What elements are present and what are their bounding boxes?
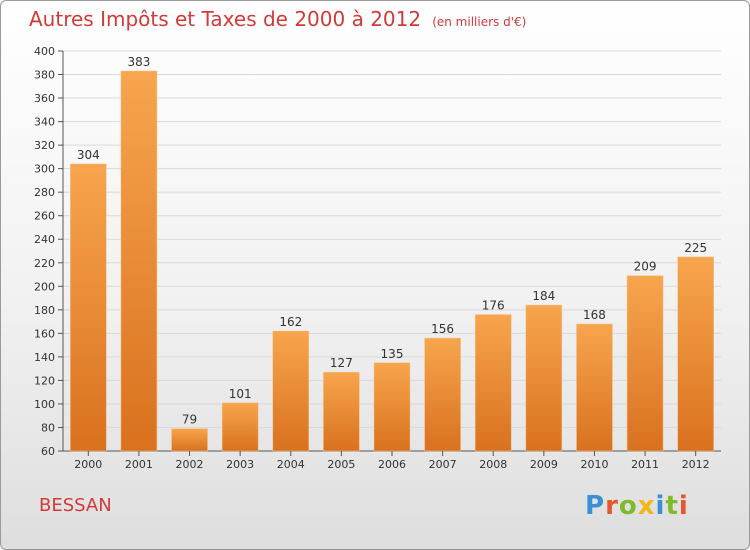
y-tick-label: 340 xyxy=(34,116,55,129)
logo-letter: i xyxy=(678,491,689,521)
bar xyxy=(171,428,208,451)
y-tick-label: 160 xyxy=(34,327,55,340)
y-tick-label: 120 xyxy=(34,374,55,387)
x-tick-label: 2011 xyxy=(631,458,659,471)
x-tick-label: 2006 xyxy=(378,458,406,471)
y-tick-label: 360 xyxy=(34,92,55,105)
x-tick-label: 2003 xyxy=(226,458,254,471)
x-tick-label: 2008 xyxy=(479,458,507,471)
bar-value-label: 135 xyxy=(381,347,404,361)
bar xyxy=(475,314,512,451)
chart-unit: (en milliers d'€) xyxy=(432,15,527,29)
logo-letter: r xyxy=(605,491,619,521)
bar xyxy=(576,323,613,451)
y-tick-label: 320 xyxy=(34,139,55,152)
x-tick-label: 2004 xyxy=(277,458,305,471)
y-tick-label: 180 xyxy=(34,304,55,317)
chart-title-block: Autres Impôts et Taxes de 2000 à 2012 (e… xyxy=(29,7,526,31)
y-tick-label: 200 xyxy=(34,280,55,293)
y-tick-label: 240 xyxy=(34,233,55,246)
y-tick-label: 100 xyxy=(34,398,55,411)
y-tick-label: 80 xyxy=(41,421,55,434)
bar xyxy=(323,372,360,451)
logo-letter: x xyxy=(637,491,656,521)
x-tick-label: 2000 xyxy=(74,458,102,471)
proxiti-logo: Proxiti xyxy=(585,491,689,521)
y-tick-label: 400 xyxy=(34,45,55,58)
bar xyxy=(222,402,259,451)
bar xyxy=(627,275,664,451)
bar xyxy=(120,71,157,451)
bar xyxy=(525,305,562,451)
x-tick-label: 2005 xyxy=(327,458,355,471)
x-tick-label: 2012 xyxy=(682,458,710,471)
y-tick-label: 60 xyxy=(41,445,55,458)
bar-value-label: 383 xyxy=(127,55,150,69)
bar-value-label: 304 xyxy=(77,148,100,162)
bar xyxy=(70,163,107,452)
bar-value-label: 101 xyxy=(229,387,252,401)
y-tick-label: 260 xyxy=(34,210,55,223)
y-tick-label: 300 xyxy=(34,163,55,176)
bar xyxy=(272,331,309,451)
x-tick-label: 2010 xyxy=(580,458,608,471)
bar-value-label: 162 xyxy=(279,315,302,329)
bar xyxy=(424,338,461,451)
logo-letter: o xyxy=(618,491,638,521)
bar-value-label: 176 xyxy=(482,299,505,313)
bar xyxy=(677,256,714,451)
bar-value-label: 168 xyxy=(583,308,606,322)
y-tick-label: 220 xyxy=(34,257,55,270)
y-tick-label: 140 xyxy=(34,351,55,364)
x-tick-label: 2002 xyxy=(176,458,204,471)
logo-letter: i xyxy=(655,491,666,521)
bar-value-label: 79 xyxy=(182,413,197,427)
x-tick-label: 2009 xyxy=(530,458,558,471)
x-tick-label: 2007 xyxy=(429,458,457,471)
logo-letter: P xyxy=(585,491,606,521)
logo-letter: t xyxy=(665,491,679,521)
bar-value-label: 127 xyxy=(330,356,353,370)
x-tick-label: 2001 xyxy=(125,458,153,471)
y-tick-label: 380 xyxy=(34,69,55,82)
bar-value-label: 225 xyxy=(684,241,707,255)
y-tick-label: 280 xyxy=(34,186,55,199)
bar-value-label: 209 xyxy=(634,260,657,274)
commune-name: BESSAN xyxy=(39,495,112,516)
chart-title: Autres Impôts et Taxes de 2000 à 2012 xyxy=(29,7,422,31)
bar-value-label: 184 xyxy=(532,289,555,303)
bar xyxy=(374,362,410,451)
bar-value-label: 156 xyxy=(431,322,454,336)
